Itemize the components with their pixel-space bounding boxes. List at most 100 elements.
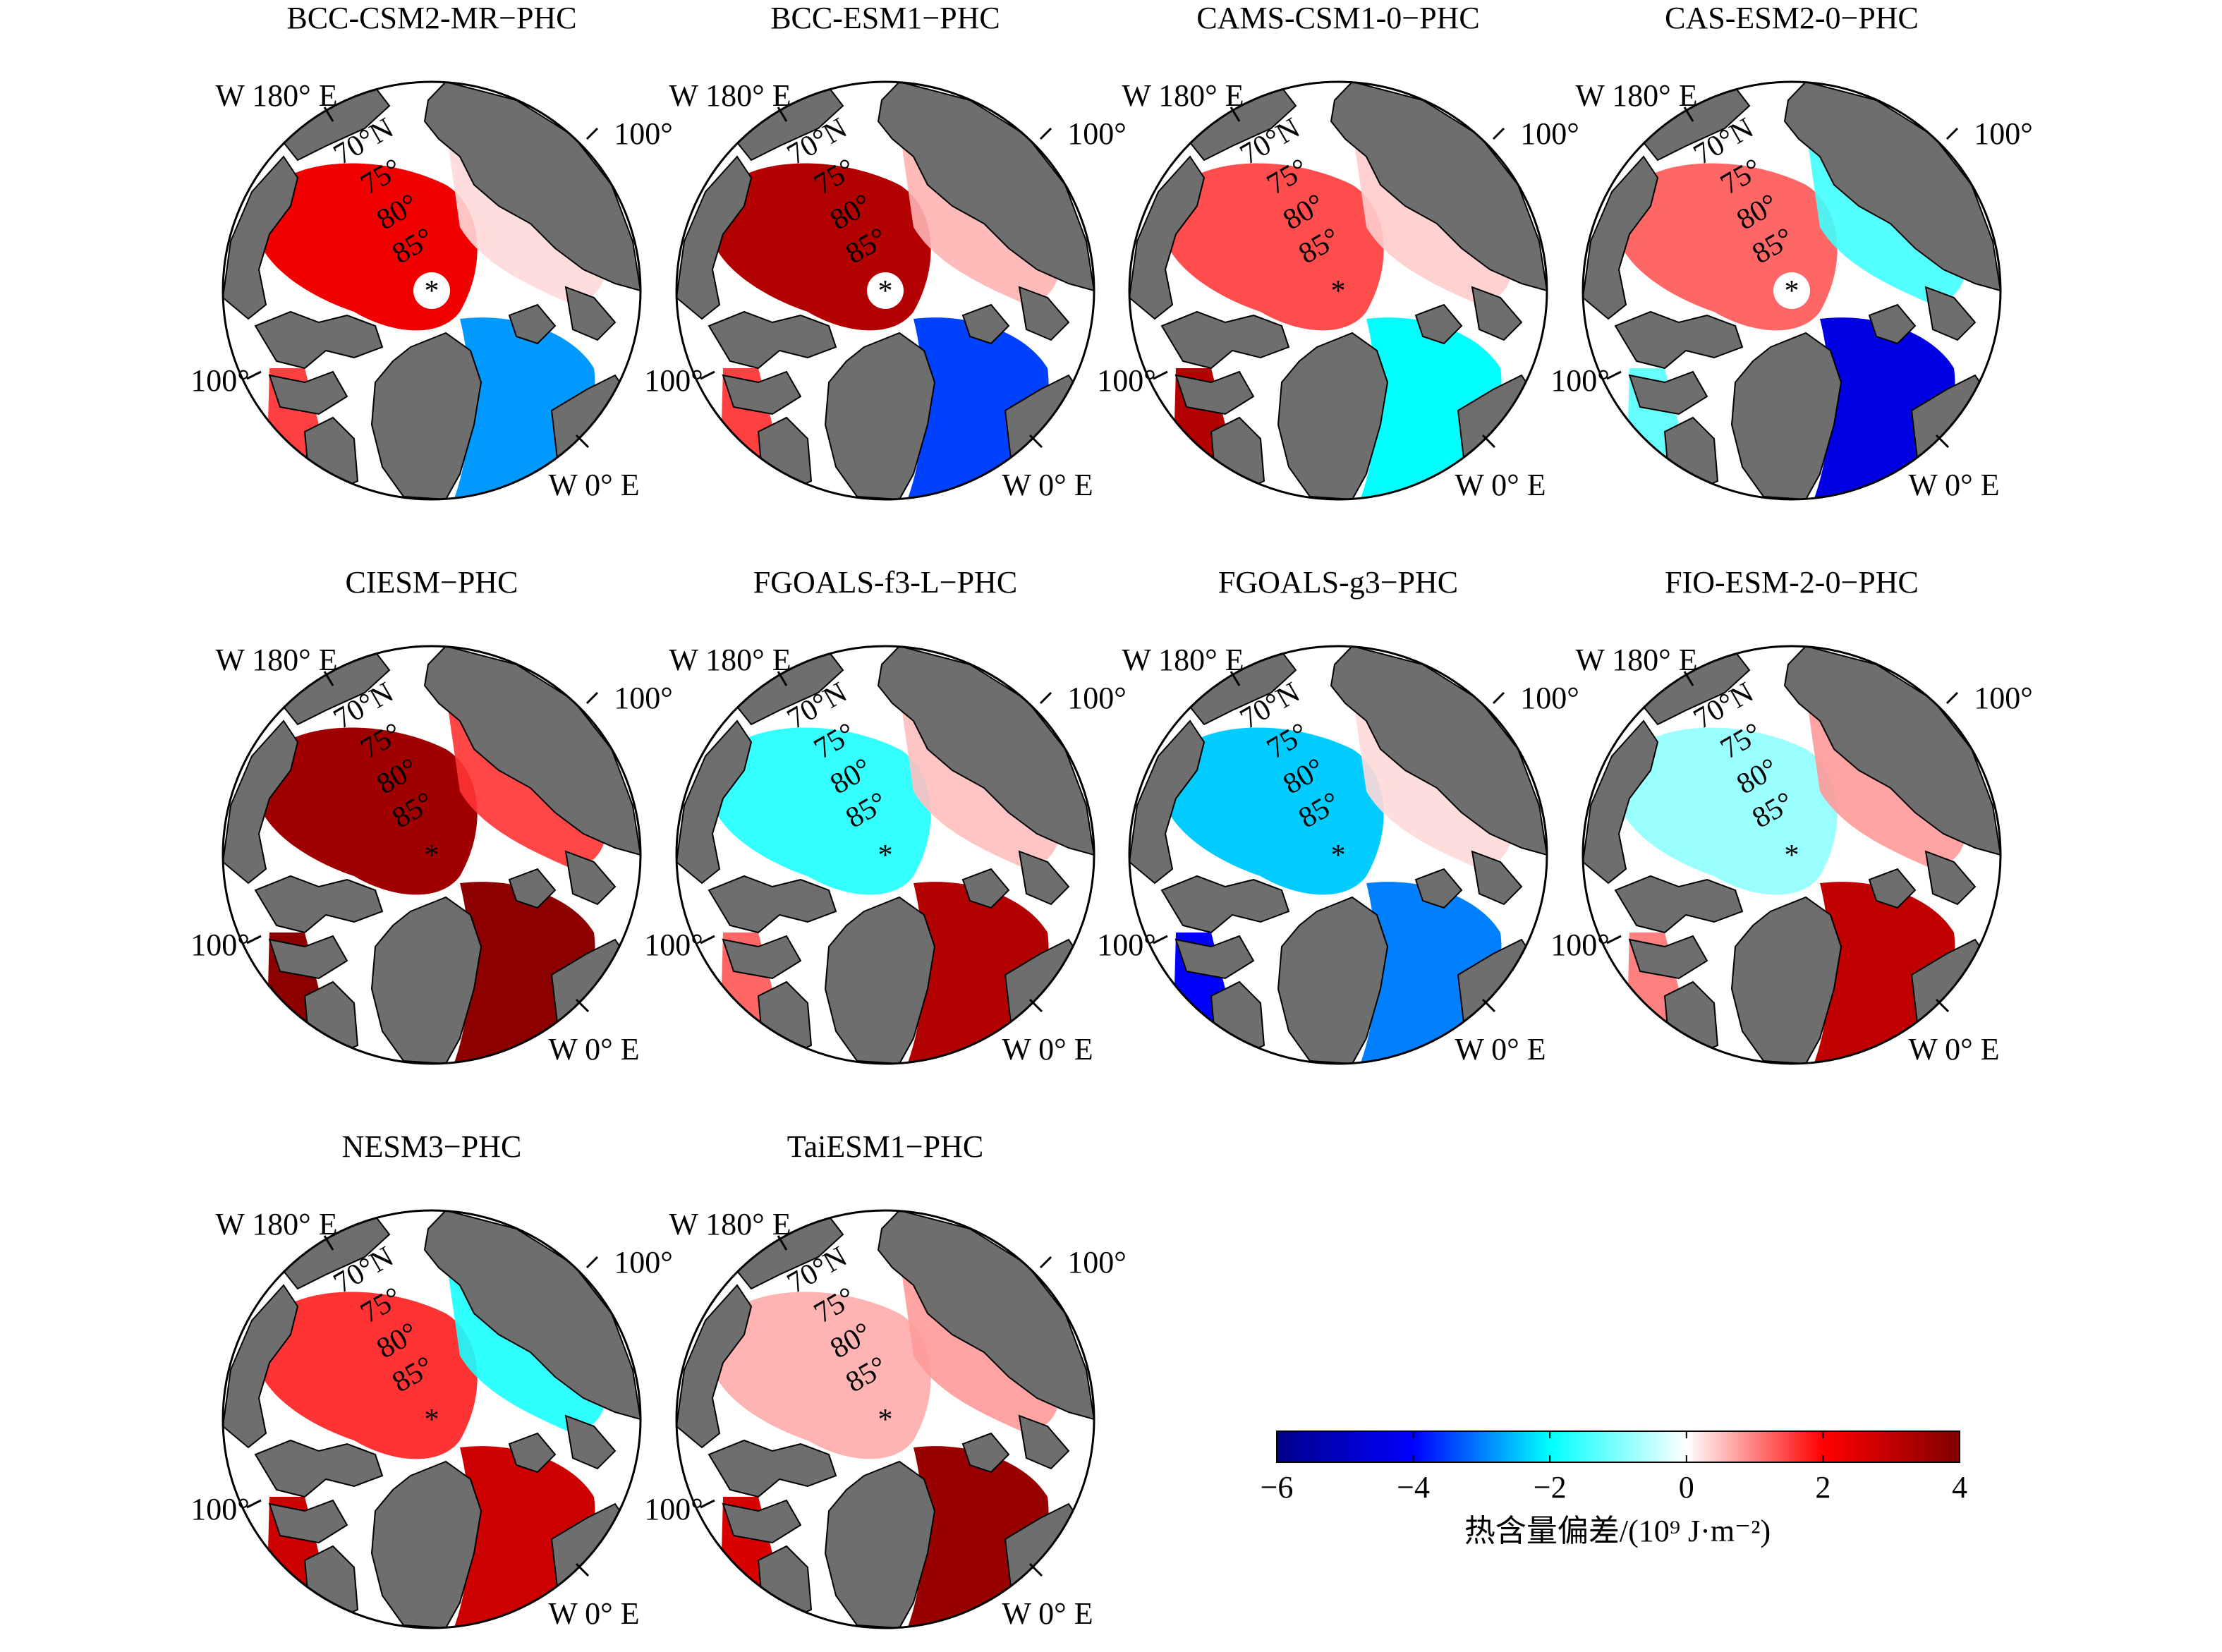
map-boundary: [675, 80, 1095, 501]
pole-hole: [1773, 272, 1810, 309]
map-disc: [676, 646, 1094, 1064]
lon-100-left-label: 100°: [1097, 363, 1156, 398]
meridian-0-label: W 0° E: [1455, 1032, 1546, 1067]
lon-100-left-label: 100°: [1097, 928, 1156, 962]
land-mass: [508, 868, 557, 909]
meridian-tick: [246, 370, 262, 380]
lon-100-right-label: 100°: [614, 116, 673, 151]
meridian-tick: [585, 691, 599, 705]
land-mass: [370, 332, 482, 499]
map-boundary: [1128, 80, 1548, 501]
colorbar-tick-label: 4: [1952, 1470, 1967, 1505]
land-mass: [268, 370, 348, 415]
land-mass: [1160, 310, 1290, 370]
pole-marker: *: [425, 839, 439, 872]
meridian-180-label: W 180° E: [215, 643, 337, 677]
map-disc: [223, 82, 641, 499]
meridian-0-label: W 0° E: [548, 1596, 639, 1631]
land-mass: [1414, 868, 1463, 909]
meridian-tick: [1039, 691, 1052, 705]
pole-marker: *: [1785, 275, 1799, 308]
meridian-0-label: W 0° E: [1455, 468, 1546, 502]
meridian-tick: [1153, 935, 1168, 945]
land-mass: [1330, 646, 1547, 856]
land-mass: [423, 82, 641, 292]
colorbar-tick-label: 0: [1679, 1470, 1694, 1505]
land-mass: [223, 155, 299, 320]
land-mass: [1174, 935, 1255, 980]
colorbar-gradient: [1276, 1431, 1960, 1463]
land-mass: [1730, 332, 1842, 499]
land-mass: [1868, 303, 1917, 345]
meridian-0-label: W 0° E: [1908, 468, 1999, 502]
pole-marker: *: [1331, 275, 1346, 308]
land-mass: [1783, 646, 2001, 856]
meridian-180-label: W 180° E: [669, 1207, 791, 1241]
land-mass: [824, 332, 936, 499]
map-disc: [676, 82, 1094, 499]
panel-title: BCC-CSM2-MR−PHC: [286, 1, 576, 35]
panel-title: FIO-ESM-2-0−PHC: [1665, 565, 1919, 600]
map-boundary: [221, 645, 642, 1065]
map-boundary: [675, 645, 1095, 1065]
land-mass: [676, 1284, 753, 1449]
colorbar-tick-label: −4: [1397, 1470, 1430, 1505]
map-boundary: [1581, 645, 2002, 1065]
colorbar-title: 热含量偏差/(10⁹ J·m⁻²): [1464, 1514, 1771, 1548]
meridian-tick: [1039, 127, 1052, 140]
land-mass: [722, 370, 802, 415]
land-mass: [254, 310, 384, 370]
meridian-tick: [1028, 998, 1043, 1013]
meridian-tick: [585, 127, 599, 140]
lon-100-right-label: 100°: [1067, 681, 1127, 715]
land-mass: [1018, 286, 1070, 341]
arctic-basin-bias: [255, 1292, 478, 1459]
land-mass: [564, 850, 617, 906]
land-mass: [877, 646, 1094, 856]
lon-100-left-label: 100°: [1550, 928, 1610, 962]
lon-100-left-label: 100°: [644, 363, 703, 398]
land-mass: [1414, 303, 1463, 345]
land-mass: [961, 1432, 1010, 1474]
land-mass: [824, 1460, 936, 1628]
land-mass: [722, 1499, 802, 1544]
land-mass: [1868, 868, 1917, 909]
land-mass: [254, 875, 384, 934]
meridian-tick: [1606, 370, 1622, 380]
land-mass: [508, 303, 557, 345]
arctic-basin-bias: [708, 727, 931, 895]
land-mass: [877, 82, 1094, 292]
meridian-tick: [700, 1499, 715, 1509]
panel-title: CAS-ESM2-0−PHC: [1665, 1, 1919, 35]
land-mass: [1583, 155, 1659, 320]
panel-title: CAMS-CSM1-0−PHC: [1196, 1, 1479, 35]
colorbar-tick-label: −6: [1261, 1470, 1294, 1505]
land-mass: [423, 646, 641, 856]
meridian-180-label: W 180° E: [1122, 78, 1244, 113]
land-mass: [1277, 896, 1389, 1064]
lon-100-right-label: 100°: [614, 1245, 673, 1280]
lon-100-left-label: 100°: [1550, 363, 1610, 398]
land-mass: [676, 155, 753, 320]
meridian-tick: [575, 1562, 590, 1577]
map-disc: [1583, 646, 2001, 1064]
meridian-tick: [575, 434, 590, 449]
meridian-tick: [1683, 671, 1694, 686]
land-mass: [961, 868, 1010, 909]
meridian-tick: [1153, 370, 1168, 380]
land-mass: [370, 896, 482, 1064]
map-boundary: [675, 1209, 1095, 1629]
meridian-tick: [1945, 127, 1959, 140]
meridian-tick: [585, 1256, 599, 1269]
land-mass: [708, 310, 837, 370]
meridian-tick: [1935, 434, 1950, 449]
meridian-tick: [1230, 107, 1241, 122]
land-mass: [722, 935, 802, 980]
meridian-0-label: W 0° E: [548, 468, 639, 502]
land-mass: [370, 1460, 482, 1628]
